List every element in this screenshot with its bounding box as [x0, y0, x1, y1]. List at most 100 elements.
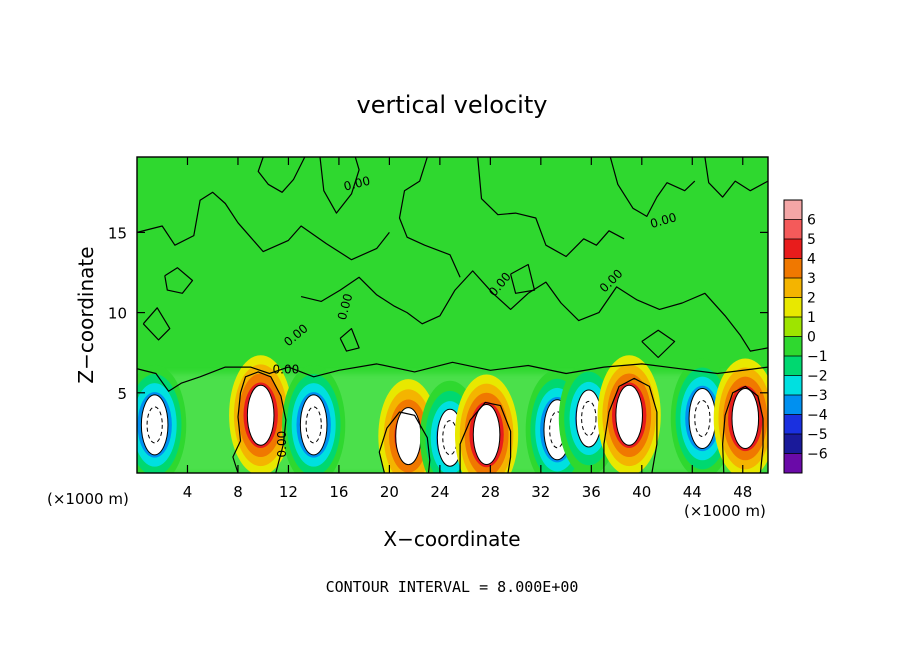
cell-core-contour: [731, 387, 760, 449]
x-tick-label: 28: [481, 483, 500, 501]
x-tick-label: 4: [183, 483, 193, 501]
y-tick-label: 10: [108, 305, 127, 323]
x-tick-label: 44: [683, 483, 702, 501]
x-unit-label-right: (×1000 m): [684, 502, 766, 520]
colorbar-swatch: [784, 336, 802, 357]
x-unit-label: (×1000 m): [47, 490, 129, 508]
colorbar-swatch: [784, 200, 802, 220]
colorbar-label: −6: [807, 447, 828, 463]
cell-core: [731, 388, 759, 449]
contour-line: [477, 157, 625, 258]
x-tick-label: 24: [430, 483, 449, 501]
colorbar-label: 2: [807, 291, 816, 307]
cell-core: [141, 394, 168, 455]
colorbar-label: 6: [807, 213, 816, 229]
y-axis: 5 10 15: [108, 224, 768, 403]
contour-line: [641, 329, 676, 359]
colorbar-label: −4: [807, 408, 828, 424]
x-tick-label: 16: [329, 483, 348, 501]
cell-inner-contour: [146, 406, 163, 444]
plot-area: 0.000.000.000.000.000.000.00 0.00 4 8 12 16 2…: [108, 156, 769, 501]
updraft-cell: [378, 379, 439, 473]
colorbar-swatch: [784, 356, 802, 376]
contour-line: [232, 371, 287, 473]
downdraft-cell: [282, 364, 346, 473]
colorbar: 6 5 4 3 2 1 0 −1 −2 −3 −4 −5 −6: [783, 199, 828, 474]
contour-line: [137, 191, 390, 261]
cell-core-contour: [615, 384, 643, 446]
contour-label: 0.00: [275, 431, 289, 458]
contour-line: [398, 157, 461, 278]
x-tick-label: 12: [279, 483, 298, 501]
contour-line: [459, 401, 512, 473]
cell-core-contour: [140, 394, 169, 456]
x-tick-label: 48: [733, 483, 752, 501]
updraft-cell: [713, 358, 768, 473]
cell-core: [689, 388, 716, 449]
colorbar-label: −1: [807, 349, 828, 365]
contour-line: [137, 361, 768, 392]
contour-line: [319, 157, 360, 214]
cell-inner-contour: [305, 406, 322, 444]
x-axis: 4 8 12 16 20 24 28 32 36 40 44 48: [183, 157, 752, 501]
cell-core: [300, 394, 327, 455]
colorbar-swatch: [784, 258, 802, 279]
contour-line: [378, 411, 431, 473]
contour-line: [603, 377, 658, 473]
contour-label: 0.00: [273, 363, 300, 377]
colorbar-label: 3: [807, 271, 816, 287]
y-tick-label: 15: [108, 224, 127, 242]
x-tick-label: 8: [233, 483, 243, 501]
x-tick-label: 40: [632, 483, 651, 501]
y-tick-label: 5: [117, 385, 127, 403]
cell-core-contour: [472, 404, 501, 466]
cell-core: [615, 385, 643, 446]
colorbar-label: 0: [807, 330, 816, 346]
chart-title: vertical velocity: [357, 91, 548, 119]
contour-label: 0.00: [342, 174, 371, 194]
cell-core: [247, 385, 274, 446]
contour-line: [300, 270, 768, 352]
colorbar-swatch: [784, 395, 802, 415]
plot-frame: [136, 156, 769, 474]
contour-line: [339, 328, 360, 352]
x-tick-label: 32: [531, 483, 550, 501]
velocity-field: [137, 355, 768, 473]
contour-interval-note: CONTOUR INTERVAL = 8.000E+00: [326, 578, 579, 596]
colorbar-swatch: [784, 434, 802, 454]
colorbar-swatch: [784, 414, 802, 435]
colorbar-swatch: [784, 239, 802, 259]
cell-core: [576, 389, 602, 447]
updraft-cell: [597, 355, 661, 473]
contour-line: [704, 157, 768, 198]
colorbar-label: 5: [807, 232, 816, 248]
contour-line: [142, 307, 171, 341]
contour-line: [722, 385, 764, 473]
colorbar-swatch: [784, 297, 802, 318]
contour-label: 0.00: [335, 292, 355, 321]
cell-inner-contour: [581, 400, 597, 437]
contour-line: [510, 263, 536, 294]
contour-line: [257, 157, 306, 193]
colorbar-swatch: [784, 317, 802, 337]
colorbar-swatch: [784, 375, 802, 396]
cell-core: [395, 407, 421, 465]
cell-inner-contour: [694, 399, 711, 437]
x-tick-label: 20: [380, 483, 399, 501]
colorbar-label: −2: [807, 369, 828, 385]
colorbar-label: 4: [807, 252, 816, 268]
downdraft-cell: [670, 358, 734, 473]
cell-core-contour: [246, 384, 275, 446]
cell-core-contour: [299, 394, 328, 456]
colorbar-swatch: [784, 453, 802, 474]
updraft-cell: [454, 374, 519, 473]
colorbar-swatch: [784, 278, 802, 298]
contour-line: [609, 157, 696, 217]
cell-core: [473, 404, 500, 465]
colorbar-label: 1: [807, 310, 816, 326]
x-tick-label: 36: [582, 483, 601, 501]
y-axis-label: Z−coordinate: [74, 246, 98, 383]
x-axis-label: X−coordinate: [383, 527, 520, 551]
contour-line: [164, 267, 194, 294]
colorbar-label: −5: [807, 427, 828, 443]
